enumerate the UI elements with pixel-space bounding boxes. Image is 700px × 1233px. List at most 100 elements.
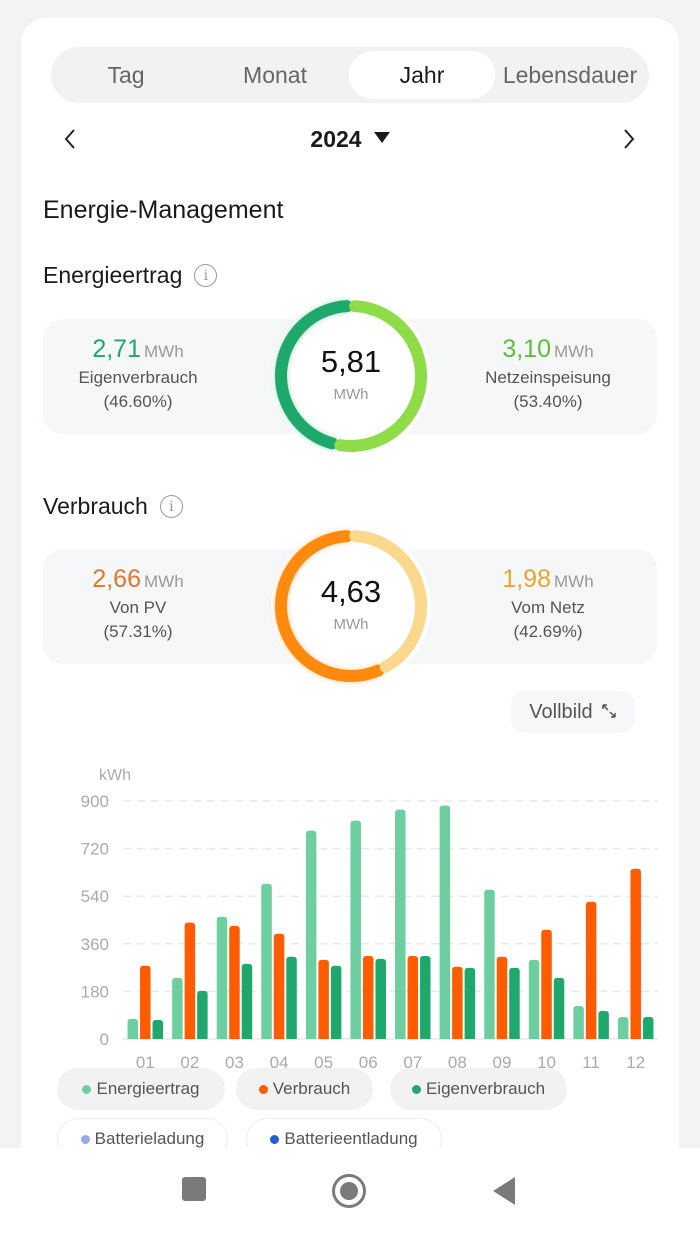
bar-base bbox=[318, 1036, 329, 1039]
from-grid-percent: (42.69%) bbox=[513, 622, 583, 641]
yield-total-unit: MWh bbox=[333, 386, 369, 403]
bar-base bbox=[439, 1036, 451, 1039]
bar-verbrauch-07[interactable] bbox=[407, 955, 419, 1039]
bar-eigenverbrauch-03[interactable] bbox=[241, 963, 253, 1039]
bar-energieertrag-05[interactable] bbox=[305, 830, 317, 1039]
bar-verbrauch-01[interactable] bbox=[140, 965, 151, 1039]
bar-verbrauch-03[interactable] bbox=[229, 925, 240, 1039]
consumption-title: Verbrauch bbox=[43, 493, 148, 519]
donut-segment-left bbox=[275, 530, 385, 682]
square-recents-icon[interactable] bbox=[181, 1176, 207, 1207]
self-consumption-percent: (46.60%) bbox=[103, 392, 173, 411]
bar-base bbox=[484, 1036, 495, 1039]
grid-feed-percent: (53.40%) bbox=[513, 392, 583, 411]
bar-eigenverbrauch-10[interactable] bbox=[553, 977, 565, 1039]
x-tick-label: 07 bbox=[403, 1053, 422, 1072]
unit: MWh bbox=[144, 572, 184, 591]
info-icon[interactable]: i bbox=[194, 264, 218, 287]
x-tick-label: 02 bbox=[180, 1053, 199, 1072]
bar-base bbox=[286, 1036, 297, 1039]
bar-energieertrag-06[interactable] bbox=[350, 820, 361, 1039]
info-icon[interactable]: i bbox=[159, 495, 183, 518]
bar-base bbox=[630, 1036, 641, 1039]
bar-eigenverbrauch-11[interactable] bbox=[598, 1010, 609, 1039]
bar-energieertrag-12[interactable] bbox=[617, 1017, 629, 1039]
bar-verbrauch-06[interactable] bbox=[362, 955, 374, 1039]
bar-energieertrag-09[interactable] bbox=[484, 889, 495, 1039]
bar-base bbox=[362, 1036, 374, 1039]
consumption-from-pv: 2,66 MWh Von PV (57.31%) bbox=[43, 565, 233, 642]
donut-segment-left bbox=[275, 300, 353, 450]
bar-eigenverbrauch-01[interactable] bbox=[152, 1019, 164, 1039]
energy-card: Tag Monat Jahr Lebensdauer 2024 Energie-… bbox=[21, 18, 679, 1178]
legend-item-eigenverbrauch[interactable]: Eigenverbrauch bbox=[390, 1068, 567, 1110]
bar-base bbox=[216, 1036, 228, 1039]
y-tick-label: 360 bbox=[81, 935, 109, 954]
bar-base bbox=[420, 1036, 431, 1039]
bar-eigenverbrauch-02[interactable] bbox=[197, 990, 208, 1039]
bar-eigenverbrauch-04[interactable] bbox=[286, 956, 297, 1039]
bar-base bbox=[585, 1036, 597, 1039]
bar-verbrauch-10[interactable] bbox=[541, 929, 552, 1039]
from-grid-label: Vom Netz bbox=[511, 598, 585, 617]
bar-energieertrag-03[interactable] bbox=[216, 916, 228, 1039]
bar-verbrauch-11[interactable] bbox=[585, 901, 597, 1039]
chevron-left-icon[interactable] bbox=[55, 124, 85, 154]
bar-base bbox=[528, 1036, 540, 1039]
from-pv-percent: (57.31%) bbox=[103, 622, 173, 641]
x-tick-label: 11 bbox=[582, 1053, 600, 1072]
bar-base bbox=[464, 1036, 476, 1039]
back-triangle-icon[interactable] bbox=[491, 1176, 517, 1211]
bar-base bbox=[197, 1036, 208, 1039]
home-circle-icon[interactable] bbox=[331, 1173, 367, 1214]
fullscreen-button[interactable]: Vollbild bbox=[511, 691, 635, 733]
bar-verbrauch-02[interactable] bbox=[184, 922, 196, 1039]
legend-label: Eigenverbrauch bbox=[425, 1079, 546, 1098]
bar-energieertrag-01[interactable] bbox=[127, 1018, 139, 1039]
bar-energieertrag-07[interactable] bbox=[395, 809, 406, 1039]
bar-eigenverbrauch-08[interactable] bbox=[464, 967, 476, 1039]
chevron-right-icon[interactable] bbox=[614, 124, 644, 154]
consumption-heading: Verbrauch i bbox=[43, 493, 183, 520]
bar-verbrauch-09[interactable] bbox=[496, 956, 508, 1039]
legend-dot-icon bbox=[82, 1084, 92, 1094]
legend-dot-icon bbox=[411, 1084, 421, 1094]
android-nav-bar bbox=[0, 1148, 700, 1233]
bar-verbrauch-05[interactable] bbox=[318, 959, 329, 1039]
yield-total: 5,81 bbox=[320, 344, 382, 379]
legend-item-energieertrag[interactable]: Energieertrag bbox=[57, 1068, 225, 1110]
tab-lebensdauer[interactable]: Lebensdauer bbox=[502, 61, 638, 88]
yield-donut: 5,81 MWh bbox=[269, 294, 433, 458]
donut-svg bbox=[271, 296, 431, 456]
bar-energieertrag-04[interactable] bbox=[261, 883, 272, 1039]
bar-base bbox=[273, 1036, 285, 1039]
x-tick-label: 10 bbox=[537, 1053, 556, 1072]
period-tabs: Tag Monat Jahr Lebensdauer bbox=[51, 47, 649, 103]
tab-monat[interactable]: Monat bbox=[243, 61, 307, 88]
year-selector[interactable]: 2024 bbox=[21, 126, 679, 153]
from-pv-label: Von PV bbox=[109, 598, 167, 617]
x-tick-label: 04 bbox=[270, 1053, 289, 1072]
year-value: 2024 bbox=[310, 126, 362, 152]
bar-energieertrag-10[interactable] bbox=[528, 959, 540, 1039]
bar-verbrauch-12[interactable] bbox=[630, 868, 641, 1039]
tab-jahr[interactable]: Jahr bbox=[349, 51, 495, 99]
bar-energieertrag-11[interactable] bbox=[573, 1005, 584, 1039]
bar-energieertrag-02[interactable] bbox=[172, 977, 183, 1039]
legend-item-verbrauch[interactable]: Verbrauch bbox=[236, 1068, 373, 1110]
bar-eigenverbrauch-12[interactable] bbox=[642, 1017, 654, 1039]
bar-verbrauch-04[interactable] bbox=[273, 933, 285, 1039]
legend-dot-icon bbox=[270, 1134, 280, 1144]
bar-base bbox=[642, 1036, 654, 1039]
bar-eigenverbrauch-05[interactable] bbox=[330, 965, 342, 1039]
y-tick-label: 540 bbox=[81, 887, 109, 906]
consumption-total: 4,63 bbox=[320, 574, 382, 609]
legend-label: Energieertrag bbox=[96, 1079, 200, 1098]
bar-eigenverbrauch-07[interactable] bbox=[420, 955, 431, 1039]
bar-energieertrag-08[interactable] bbox=[439, 805, 451, 1039]
bar-eigenverbrauch-06[interactable] bbox=[375, 958, 386, 1039]
bar-base bbox=[229, 1036, 240, 1039]
tab-tag[interactable]: Tag bbox=[107, 61, 145, 88]
bar-verbrauch-08[interactable] bbox=[452, 966, 463, 1039]
bar-eigenverbrauch-09[interactable] bbox=[509, 967, 520, 1039]
